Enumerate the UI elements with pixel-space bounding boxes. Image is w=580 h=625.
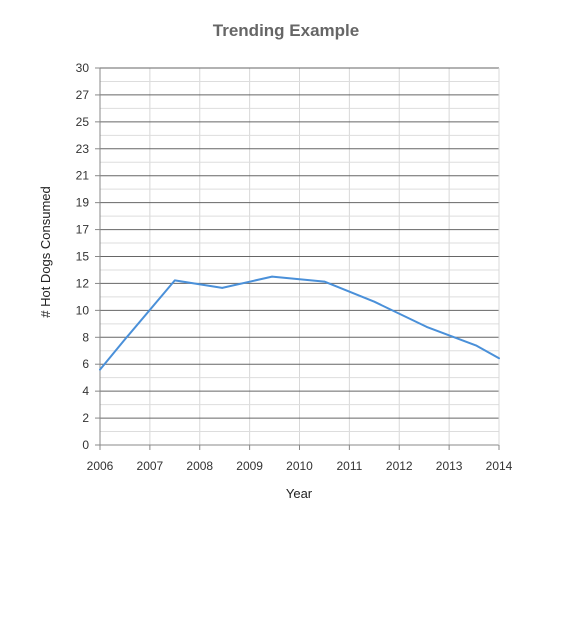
x-tick-label: 2006 <box>87 459 114 473</box>
x-tick-label: 2010 <box>286 459 313 473</box>
y-tick-label: 0 <box>82 438 89 452</box>
x-axis-title: Year <box>286 486 313 501</box>
y-tick-label: 10 <box>76 303 90 317</box>
y-tick-label: 30 <box>76 61 90 75</box>
x-tick-label: 2013 <box>436 459 463 473</box>
data-point <box>124 338 126 341</box>
y-tick-label: 17 <box>76 223 90 237</box>
data-point <box>373 300 376 303</box>
y-tick-label: 25 <box>76 115 90 129</box>
y-tick-label: 12 <box>76 276 90 290</box>
x-tick-label: 2009 <box>236 459 263 473</box>
y-axis-title: # Hot Dogs Consumed <box>38 186 53 318</box>
y-tick-label: 6 <box>82 357 89 371</box>
y-tick-label: 15 <box>76 250 90 264</box>
data-point <box>99 368 101 371</box>
y-tick-label: 23 <box>76 142 90 156</box>
y-tick-label: 19 <box>76 196 90 210</box>
data-point <box>221 287 223 289</box>
x-tick-label: 2007 <box>137 459 164 473</box>
data-point <box>174 279 176 282</box>
y-tick-label: 27 <box>76 88 90 102</box>
x-tick-label: 2012 <box>386 459 413 473</box>
y-tick-label: 2 <box>82 411 89 425</box>
tick-layer: 0 2 4 6 8 10 12 15 17 19 21 23 25 27 30 2006 2007 2008 200… <box>76 61 513 473</box>
series-line <box>99 275 500 371</box>
data-point <box>271 275 273 278</box>
grid-layer <box>99 67 500 446</box>
chart-title: Trending Example <box>213 21 359 40</box>
x-tick-label: 2008 <box>186 459 213 473</box>
y-tick-label: 21 <box>76 169 90 183</box>
data-point <box>425 326 428 328</box>
x-tick-label: 2014 <box>486 459 513 473</box>
series-layer <box>99 275 500 371</box>
y-tick-label: 4 <box>82 384 89 398</box>
data-point <box>498 357 500 360</box>
data-point <box>475 344 478 347</box>
x-tick-label: 2011 <box>336 459 362 473</box>
data-point <box>323 280 326 283</box>
y-tick-label: 8 <box>82 330 89 344</box>
